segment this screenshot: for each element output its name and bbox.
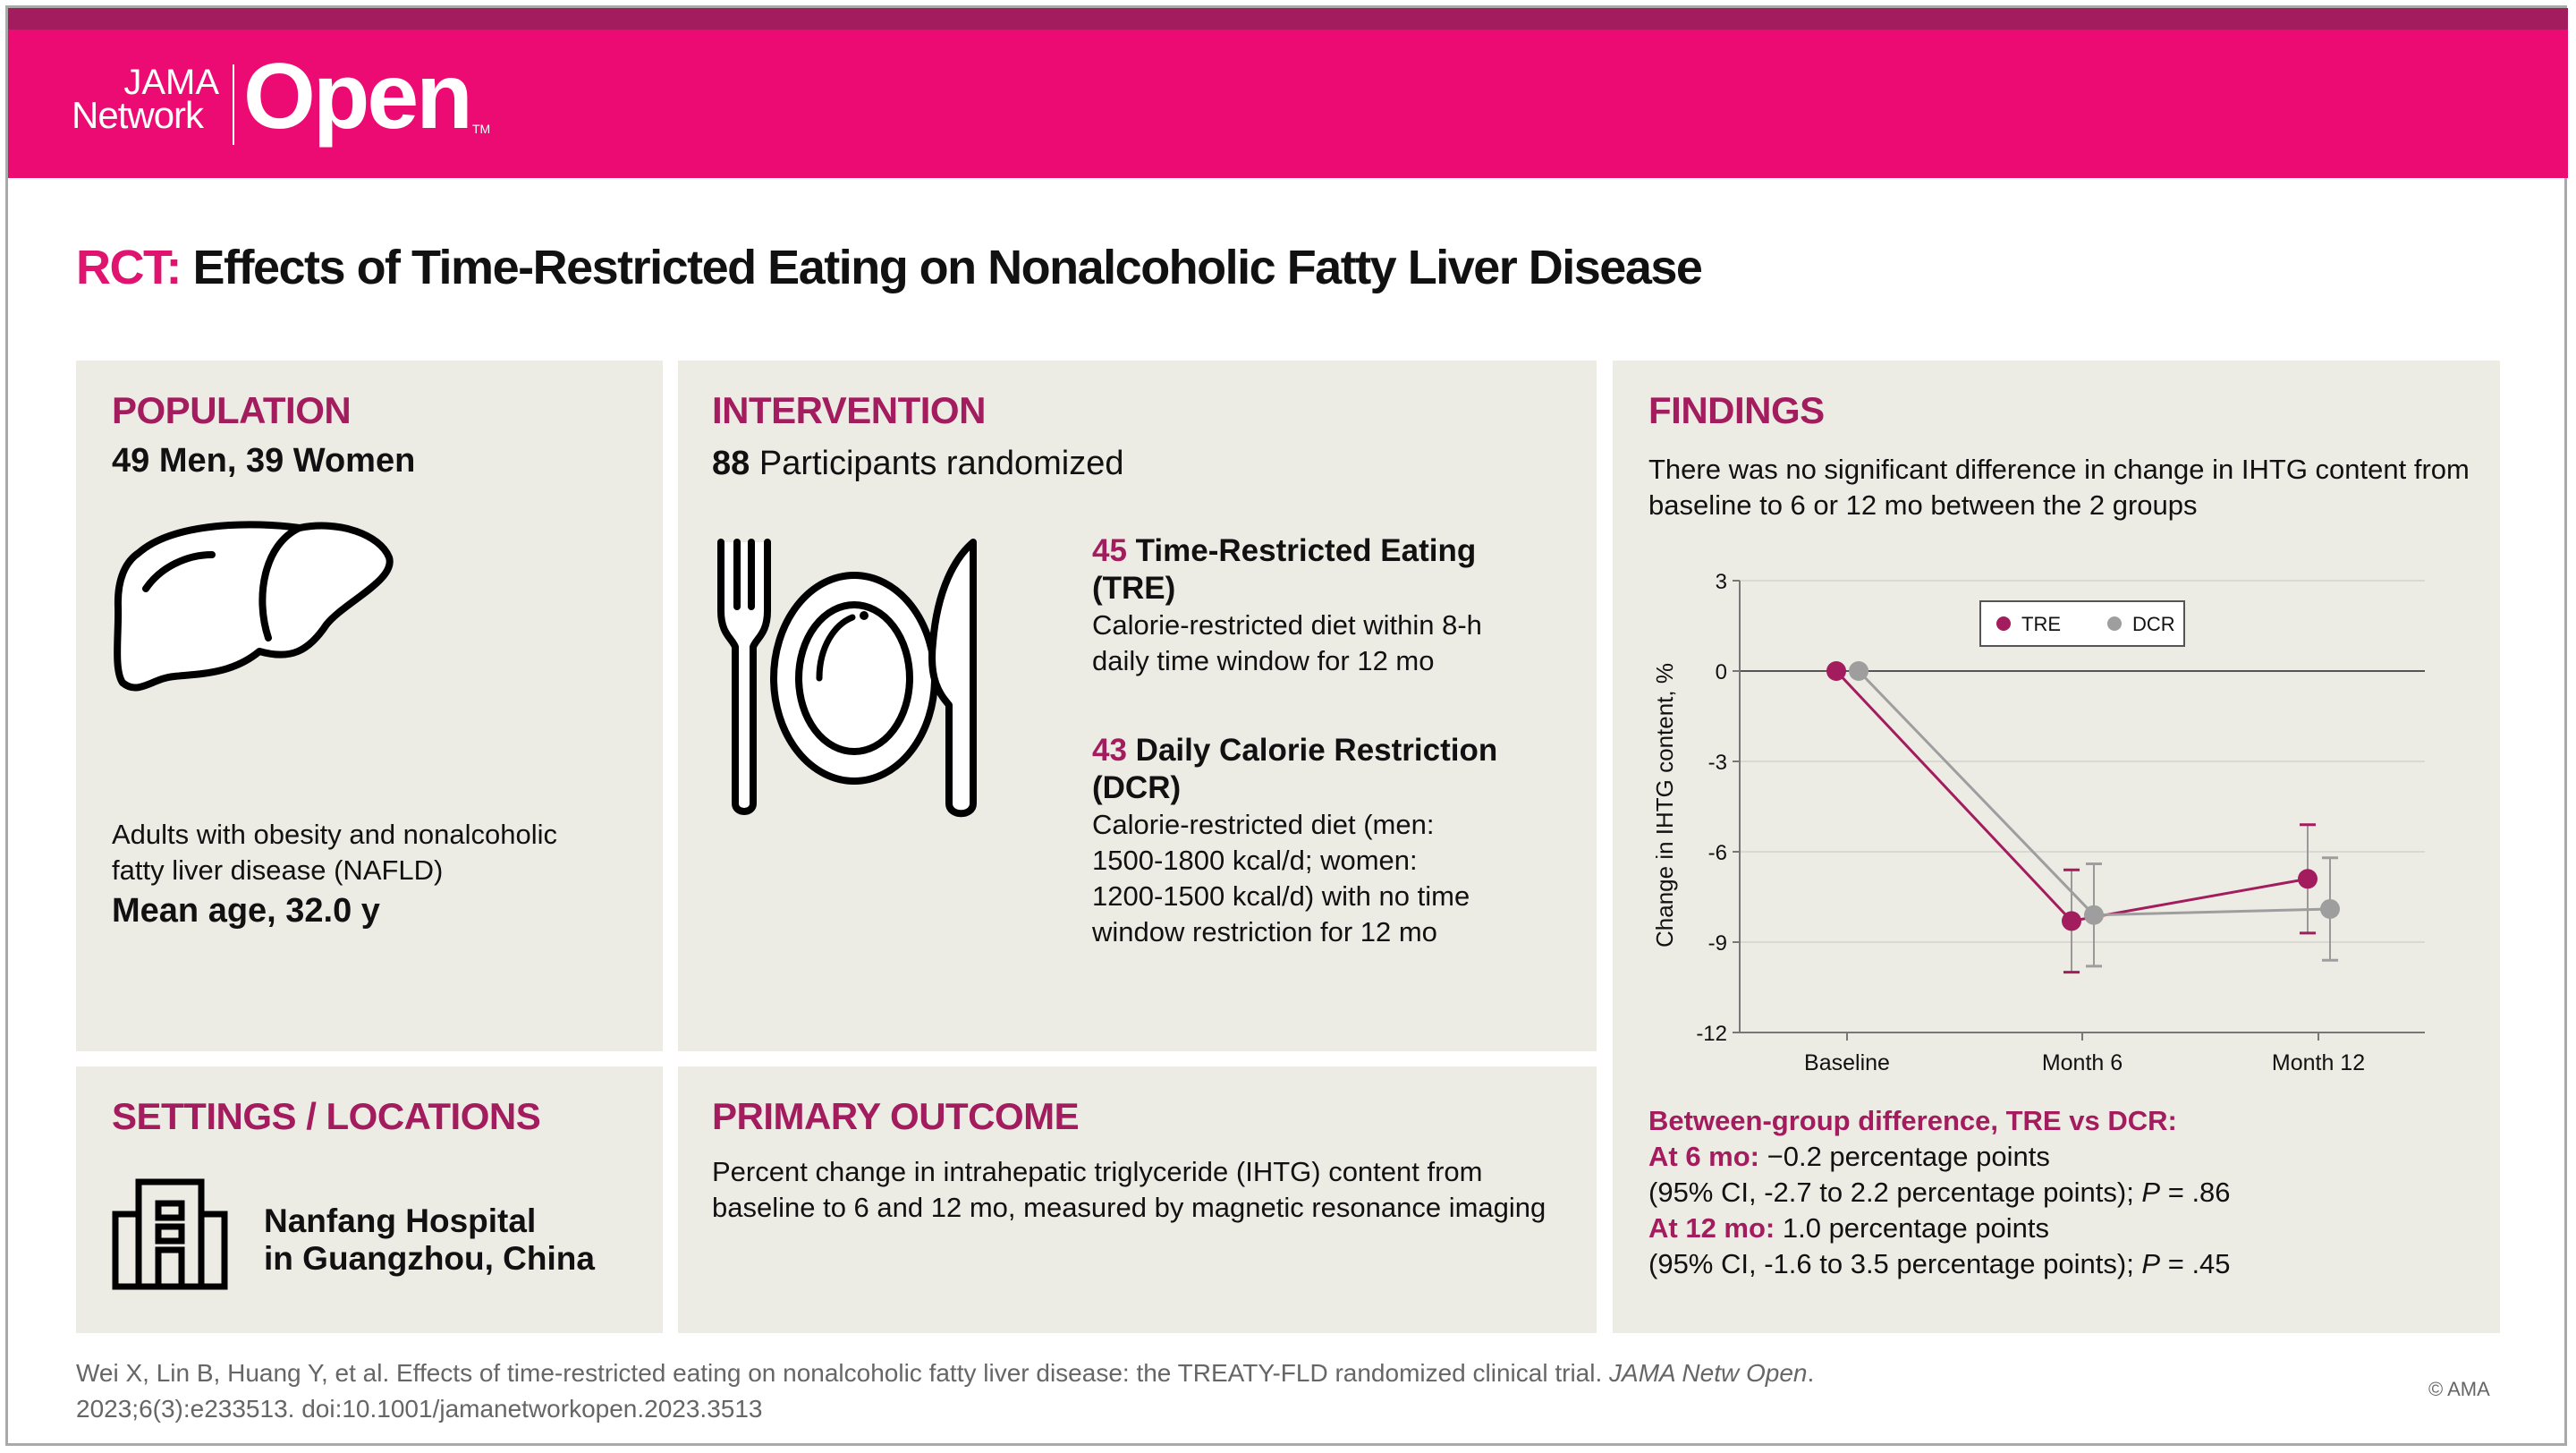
tre-abbrev: (TRE): [1092, 571, 1176, 606]
x-tick-label: Month 6: [2042, 1050, 2123, 1075]
copyright: © AMA: [2428, 1378, 2490, 1400]
data-point: [2084, 905, 2104, 925]
settings-location: Nanfang Hospital in Guangzhou, China: [264, 1202, 595, 1277]
data-point: [1849, 661, 1868, 681]
data-point: [2298, 869, 2318, 889]
intervention-heading: INTERVENTION: [712, 389, 986, 431]
between-group-heading: Between-group difference, TRE vs DCR:: [1648, 1105, 2177, 1136]
series-tre: [1826, 661, 2318, 974]
mean-age: Mean age, 32.0 y: [112, 892, 380, 930]
y-tick-label: -12: [1696, 1022, 1727, 1046]
settings-panel: SETTINGS / LOCATIONS Nanfang Hospital in…: [76, 1066, 663, 1333]
dcr-desc-2: 1500-1800 kcal/d; women:: [1092, 845, 1418, 876]
dcr-desc-1: Calorie-restricted diet (men:: [1092, 809, 1435, 840]
y-tick-label: 0: [1716, 660, 1727, 684]
plate-fork-knife-icon: [717, 539, 977, 818]
header-banner: [8, 30, 2568, 178]
x-tick-label: Baseline: [1804, 1050, 1890, 1075]
y-tick-label: -9: [1708, 931, 1727, 956]
intervention-panel: INTERVENTION 88 Participants randomized …: [678, 361, 1597, 1051]
result-12mo-ci: (95% CI, -1.6 to 3.5 percentage points);…: [1648, 1248, 2231, 1279]
legend-marker-dcr: [2107, 616, 2122, 631]
y-tick-label: -6: [1708, 841, 1727, 865]
participants-randomized: 88 Participants randomized: [712, 445, 1124, 482]
arm-tre: 45 Time-Restricted Eating (TRE) Calorie-…: [1092, 532, 1575, 679]
chart-gridlines: [1740, 580, 2425, 943]
logo-open: Open: [243, 45, 473, 149]
chart-series: [1826, 661, 2340, 974]
header-strip: [8, 8, 2568, 30]
result-12mo: At 12 mo: 1.0 percentage points: [1648, 1212, 2050, 1244]
primary-outcome-text: Percent change in intrahepatic triglycer…: [712, 1156, 1546, 1223]
dcr-desc-4: window restriction for 12 mo: [1092, 916, 1437, 947]
findings-summary: There was no significant difference in c…: [1648, 454, 2470, 521]
tre-desc-1: Calorie-restricted diet within 8-h: [1092, 609, 1482, 641]
series-dcr: [1849, 661, 2340, 968]
y-tick-label: 3: [1716, 570, 1727, 594]
data-point: [2062, 911, 2081, 931]
y-axis-label: Change in IHTG content, %: [1651, 663, 1678, 947]
result-6mo: At 6 mo: −0.2 percentage points: [1648, 1141, 2050, 1172]
liver-icon: [114, 521, 394, 692]
page-title: RCT: Effects of Time-Restricted Eating o…: [76, 240, 1703, 295]
tre-count: 45: [1092, 533, 1127, 568]
primary-outcome-panel: PRIMARY OUTCOME Percent change in intrah…: [678, 1066, 1597, 1333]
title-prefix: RCT:: [76, 241, 182, 294]
logo-divider: [233, 64, 234, 145]
hospital-building-icon: [112, 1178, 228, 1290]
findings-heading: FINDINGS: [1648, 389, 1825, 431]
primary-outcome-heading: PRIMARY OUTCOME: [712, 1095, 1080, 1137]
chart-legend: TRE DCR: [1979, 600, 2185, 647]
tre-desc-2: daily time window for 12 mo: [1092, 645, 1435, 676]
y-tick-label: -3: [1708, 751, 1727, 775]
infographic-frame: [5, 5, 2567, 1446]
settings-heading: SETTINGS / LOCATIONS: [112, 1095, 541, 1137]
population-counts: 49 Men, 39 Women: [112, 442, 416, 480]
population-heading: POPULATION: [112, 389, 352, 431]
between-group-results: Between-group difference, TRE vs DCR: At…: [1648, 1103, 2231, 1282]
title-text: Effects of Time-Restricted Eating on Non…: [192, 241, 1703, 294]
data-point: [2320, 898, 2340, 919]
logo-network: Network: [72, 94, 204, 136]
dcr-name: Daily Calorie Restriction: [1135, 733, 1498, 768]
findings-panel: FINDINGS There was no significant differ…: [1613, 361, 2500, 1333]
population-panel: POPULATION 49 Men, 39 Women Adults with …: [76, 361, 663, 1051]
logo-trademark: TM: [472, 122, 491, 136]
dcr-abbrev: (DCR): [1092, 770, 1182, 805]
population-description: Adults with obesity and nonalcoholic fat…: [112, 819, 558, 886]
logo-jama: JAMA: [123, 63, 219, 102]
citation: Wei X, Lin B, Huang Y, et al. Effects of…: [76, 1359, 1815, 1423]
legend-marker-tre: [1996, 616, 2011, 631]
legend-label-dcr: DCR: [2132, 613, 2175, 635]
arm-dcr: 43 Daily Calorie Restriction (DCR) Calor…: [1092, 732, 1575, 950]
dcr-count: 43: [1092, 733, 1127, 768]
legend-label-tre: TRE: [2021, 613, 2061, 635]
result-6mo-ci: (95% CI, -2.7 to 2.2 percentage points);…: [1648, 1177, 2231, 1208]
tre-name: Time-Restricted Eating: [1135, 533, 1477, 568]
dcr-desc-3: 1200-1500 kcal/d) with no time: [1092, 880, 1470, 912]
x-tick-label: Month 12: [2272, 1050, 2365, 1075]
data-point: [1826, 661, 1846, 681]
legend-box: [1979, 600, 2185, 647]
